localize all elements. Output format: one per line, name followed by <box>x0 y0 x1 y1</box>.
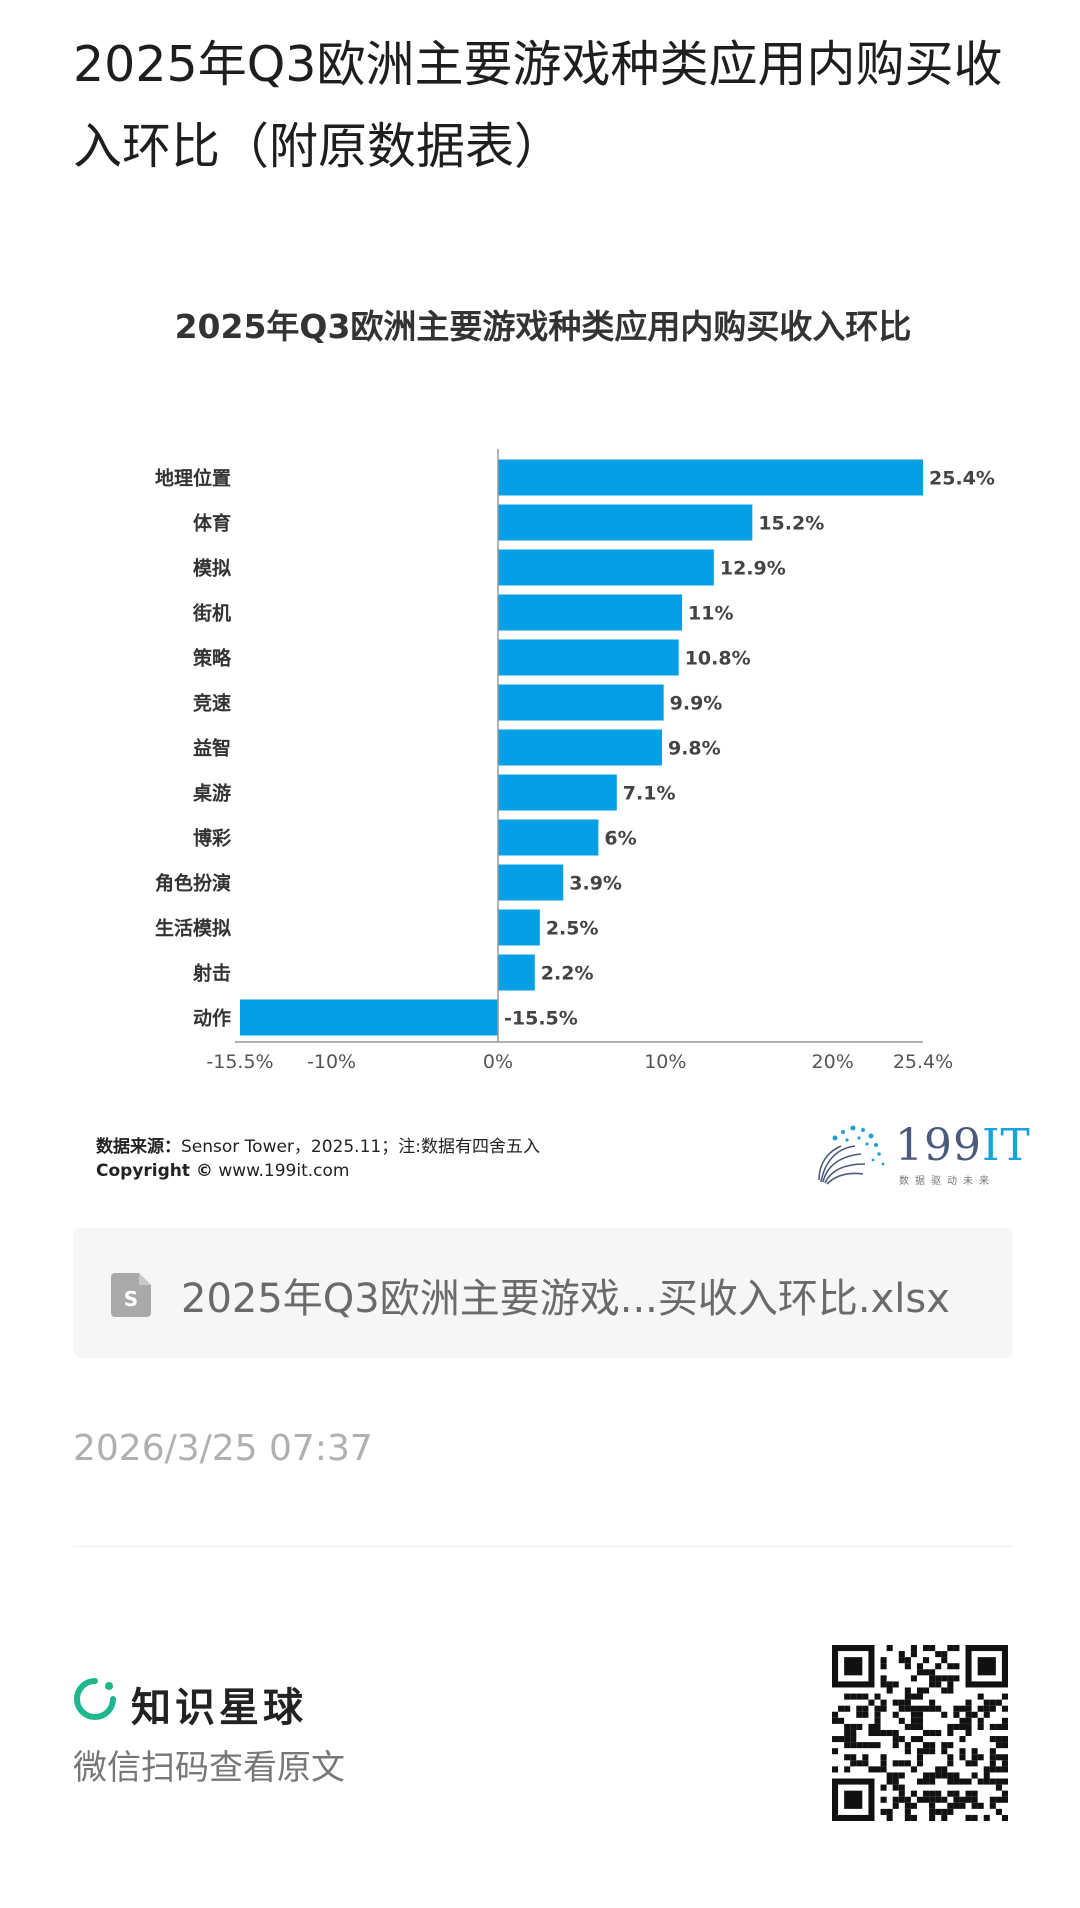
bar <box>498 459 923 496</box>
category-label: 射击 <box>192 962 231 985</box>
category-label: 桌游 <box>193 782 231 805</box>
copyright-text: www.199it.com <box>212 1161 350 1181</box>
bar <box>498 864 564 901</box>
svg-text:S: S <box>124 1287 138 1311</box>
brand-name: 知识星球 <box>131 1685 307 1731</box>
x-tick-label: 10% <box>644 1051 686 1073</box>
category-label: 模拟 <box>193 557 231 580</box>
dandelion-logo-icon <box>818 1125 885 1185</box>
bar <box>498 639 679 676</box>
bar <box>498 504 753 541</box>
post-timestamp: 2026/3/25 07:37 <box>73 1428 373 1469</box>
x-tick-label: -10% <box>307 1051 356 1073</box>
data-label: 2.5% <box>546 918 599 940</box>
copyright-label: Copyright © <box>96 1161 213 1181</box>
zsxq-logo-icon <box>74 1678 116 1720</box>
logo-it: IT <box>981 1120 1031 1171</box>
bar <box>498 954 535 991</box>
divider <box>73 1546 1013 1547</box>
category-label: 动作 <box>193 1007 231 1030</box>
site-logo: 199IT 数据驱动未来 <box>813 1120 1030 1190</box>
bar <box>498 594 683 631</box>
bar <box>498 909 540 946</box>
category-label: 博彩 <box>193 827 231 850</box>
data-label: 15.2% <box>758 513 824 535</box>
data-label: 3.9% <box>569 873 622 895</box>
category-label: 策略 <box>193 647 232 670</box>
data-source-label: 数据来源： <box>96 1137 181 1157</box>
bar <box>498 729 662 766</box>
bar <box>240 999 498 1036</box>
bar <box>498 819 599 856</box>
attachment-card[interactable]: S 2025年Q3欧洲主要游戏...买收入环比.xlsx <box>73 1228 1013 1358</box>
category-label: 角色扮演 <box>155 872 231 895</box>
x-tick-label: 0% <box>483 1051 513 1073</box>
page-title: 2025年Q3欧洲主要游戏种类应用内购买收入环比（附原数据表） <box>73 36 1003 175</box>
x-tick-label: 20% <box>812 1051 854 1073</box>
category-label: 体育 <box>193 512 231 535</box>
data-label: 2.2% <box>541 963 594 985</box>
scan-hint: 微信扫码查看原文 <box>73 1748 345 1788</box>
logo-number: 199 <box>895 1120 982 1171</box>
x-tick-label: -15.5% <box>206 1051 273 1073</box>
data-label: 25.4% <box>929 468 995 490</box>
logo-wordmark: 199IT <box>895 1120 1031 1171</box>
spreadsheet-file-icon: S <box>111 1273 151 1317</box>
category-label: 益智 <box>193 737 231 760</box>
data-label: 9.9% <box>670 693 723 715</box>
category-label: 街机 <box>192 602 231 625</box>
bar <box>498 774 617 811</box>
data-label: 11% <box>688 603 733 625</box>
qr-code <box>832 1645 1008 1821</box>
data-label: -15.5% <box>504 1008 578 1030</box>
chart-title: 2025年Q3欧洲主要游戏种类应用内购买收入环比 <box>174 307 912 346</box>
chart-container: 2025年Q3欧洲主要游戏种类应用内购买收入环比 地理位置 25.4% 体育 15.2… <box>73 280 1030 1210</box>
data-source-text: Sensor Tower，2025.11；注:数据有四舍五入 <box>181 1137 540 1157</box>
category-label: 地理位置 <box>155 467 231 490</box>
category-label: 竞速 <box>193 692 231 715</box>
bar <box>498 549 714 586</box>
data-source: 数据来源：Sensor Tower，2025.11；注:数据有四舍五入 <box>96 1132 540 1157</box>
bar <box>498 684 664 721</box>
bar-chart: 地理位置 25.4% 体育 15.2% 模拟 12.9% 街机 11% 策略 10.8% 竞速 9.9… <box>155 449 995 1073</box>
attachment-file-name: 2025年Q3欧洲主要游戏...买收入环比.xlsx <box>181 1276 950 1322</box>
data-label: 7.1% <box>623 783 676 805</box>
data-label: 10.8% <box>685 648 751 670</box>
category-label: 生活模拟 <box>155 917 231 940</box>
data-label: 12.9% <box>720 558 786 580</box>
data-label: 6% <box>604 828 636 850</box>
logo-slogan: 数据驱动未来 <box>899 1176 995 1187</box>
x-tick-label: 25.4% <box>893 1051 953 1073</box>
copyright: Copyright © www.199it.com <box>96 1161 349 1181</box>
data-label: 9.8% <box>668 738 721 760</box>
